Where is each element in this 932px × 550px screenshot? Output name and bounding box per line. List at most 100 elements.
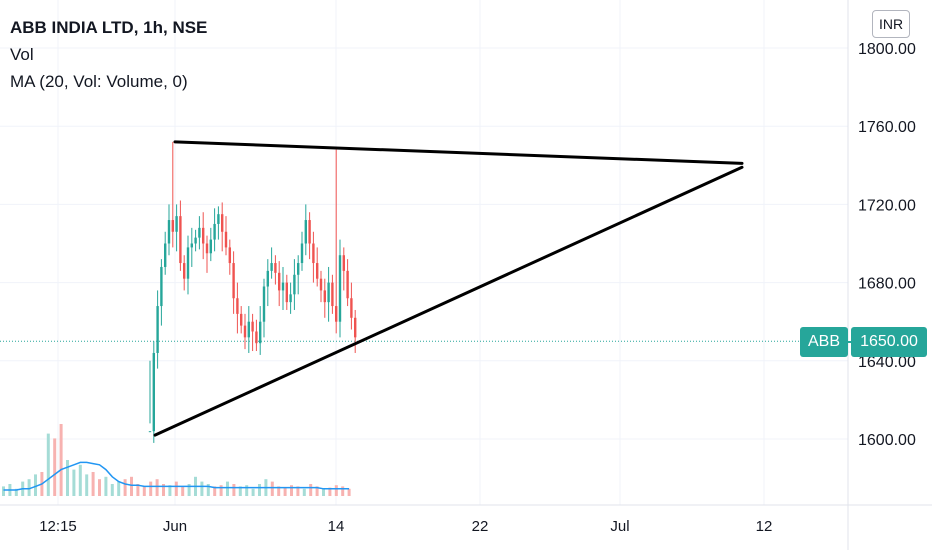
volume-bar xyxy=(53,438,57,496)
price-tick-label: 1680.00 xyxy=(858,276,916,293)
candle-body xyxy=(342,255,345,271)
volume-bar xyxy=(347,488,351,496)
volume-bar xyxy=(46,433,50,496)
candle-body xyxy=(164,243,167,267)
candle-body xyxy=(221,214,224,232)
time-tick-label: 12:15 xyxy=(39,518,77,535)
candle-body xyxy=(232,263,235,299)
currency-button[interactable]: INR xyxy=(872,10,910,38)
candle-body xyxy=(198,227,201,238)
candle-body xyxy=(308,220,311,244)
trendline-upper xyxy=(173,140,744,165)
price-tick-label: 1600.00 xyxy=(858,432,916,449)
volume-bar xyxy=(59,424,63,496)
volume-bar xyxy=(213,486,217,496)
time-tick-label: 14 xyxy=(328,518,345,535)
volume-bar xyxy=(34,474,37,496)
volume-bar xyxy=(232,484,236,496)
volume-bar xyxy=(72,469,76,496)
candle-body xyxy=(167,220,171,244)
ma-indicator-label[interactable]: MA (20, Vol: Volume, 0) xyxy=(10,72,188,91)
candle-body xyxy=(262,286,266,322)
trendline-lower xyxy=(153,165,744,437)
candle-body xyxy=(247,321,250,338)
candle-body xyxy=(148,431,152,433)
volume-bar xyxy=(187,484,191,496)
candle-body xyxy=(293,274,296,295)
candle-body xyxy=(194,237,197,244)
volume-bar xyxy=(302,488,306,496)
candle-body xyxy=(205,243,209,254)
candle-body xyxy=(175,216,178,232)
volume-bar xyxy=(2,486,5,496)
volume-bar xyxy=(123,479,127,496)
candle-body xyxy=(160,266,163,307)
candle-body xyxy=(270,263,273,271)
volume-bar xyxy=(155,479,159,496)
candle-body xyxy=(350,298,353,318)
time-tick-label: Jul xyxy=(610,518,629,535)
volume-indicator-label[interactable]: Vol xyxy=(10,45,34,64)
candlesticks xyxy=(148,141,357,443)
candle-body xyxy=(289,294,292,303)
candle-body xyxy=(152,352,155,432)
candle-body xyxy=(338,255,342,322)
volume-bar xyxy=(290,485,293,496)
candle-body xyxy=(278,272,281,291)
price-tick-label: 1640.00 xyxy=(858,354,916,371)
candle-body xyxy=(331,282,334,307)
volume-bar xyxy=(206,484,210,496)
candle-body xyxy=(236,298,239,314)
volume-bar xyxy=(181,486,185,496)
volume-bar xyxy=(277,486,281,496)
volume-bar xyxy=(251,488,255,496)
candle-body xyxy=(217,214,220,224)
price-tick-label: 1760.00 xyxy=(858,119,916,136)
time-axis: 12:15 Jun 14 22 Jul 12 xyxy=(39,518,772,535)
volume-bar xyxy=(149,481,153,496)
volume-bar xyxy=(91,472,95,496)
candle-body xyxy=(316,263,319,279)
volume-bar xyxy=(98,479,101,496)
price-tick-label: 1800.00 xyxy=(858,41,916,58)
candle-body xyxy=(274,263,277,273)
volume-bar xyxy=(110,484,114,496)
candle-body xyxy=(243,325,247,338)
candle-body xyxy=(335,306,338,322)
candle-body xyxy=(213,223,216,240)
candle-body xyxy=(281,282,285,291)
candle-body xyxy=(346,270,349,299)
candle-body xyxy=(354,317,357,338)
volume-bar xyxy=(328,487,332,496)
volume-bar xyxy=(309,484,313,496)
volume-bar xyxy=(334,485,338,496)
volume-bar xyxy=(341,486,345,496)
chart-legend: ABB INDIA LTD, 1h, NSE Vol MA (20, Vol: … xyxy=(10,14,207,95)
time-tick-label: 12 xyxy=(756,518,773,535)
volume-bar xyxy=(245,485,249,496)
volume-bar xyxy=(142,486,146,496)
symbol-title[interactable]: ABB INDIA LTD, 1h, NSE xyxy=(10,18,208,37)
volume-bar xyxy=(85,474,89,496)
candle-body xyxy=(209,239,212,254)
volume-bar xyxy=(219,485,223,496)
time-tick-label: Jun xyxy=(163,518,187,535)
candle-body xyxy=(255,331,258,344)
candle-body xyxy=(156,306,159,353)
volume-bar xyxy=(168,485,172,496)
volume-bar xyxy=(66,460,69,496)
last-price-tag: 1650.00 xyxy=(851,327,927,357)
candle-body xyxy=(240,313,243,326)
volume-bar xyxy=(162,484,165,496)
volume-bar xyxy=(104,476,108,496)
candle-body xyxy=(319,278,323,291)
volume-bar xyxy=(78,464,82,496)
candle-body xyxy=(327,282,330,303)
volume-bar xyxy=(200,481,204,496)
volume-bar xyxy=(322,488,325,496)
volume-bar xyxy=(117,481,121,496)
candle-body xyxy=(297,263,300,275)
price-tag-separator xyxy=(848,341,851,343)
volume-ma-line xyxy=(3,461,350,491)
